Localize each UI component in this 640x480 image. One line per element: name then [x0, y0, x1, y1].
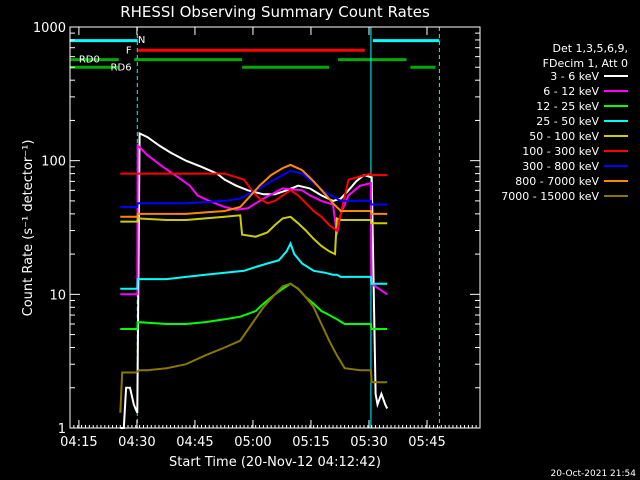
y-axis-label: Count Rate (s⁻¹ detector⁻¹) — [21, 140, 36, 317]
flag-label-rd6: RD6 — [111, 63, 132, 74]
legend-entry-label: 7000 - 15000 keV — [501, 190, 599, 203]
legend-entry-label: 100 - 300 keV — [522, 145, 599, 158]
series-line — [120, 169, 388, 208]
legend-entry-label: 12 - 25 keV — [536, 100, 599, 113]
data-series — [119, 131, 389, 429]
x-tick-label: 05:15 — [292, 435, 329, 450]
chart-title: RHESSI Observing Summary Count Rates — [120, 3, 430, 21]
flag-label-n: N — [138, 35, 145, 46]
x-tick-label: 04:15 — [60, 435, 97, 450]
legend-entry-label: 50 - 100 keV — [529, 130, 599, 143]
series-line — [120, 240, 388, 290]
legend-header: FDecim 1, Att 0 — [543, 57, 628, 70]
x-tick-label: 05:45 — [408, 435, 445, 450]
flag-label-rd0: RD0 — [79, 55, 100, 66]
series-line — [120, 131, 389, 429]
legend-entry-label: 6 - 12 keV — [543, 85, 599, 98]
legend: Det 1,3,5,6,9, FDecim 1, Att 03 - 6 keV 6 … — [501, 42, 628, 203]
x-axis-label: Start Time (20-Nov-12 04:12:42) — [169, 455, 381, 470]
series-line — [120, 214, 388, 256]
legend-entry-label: 3 - 6 keV — [550, 70, 599, 83]
x-tick-label: 05:30 — [350, 435, 387, 450]
series-line — [120, 142, 388, 296]
legend-entry-label: 300 - 800 keV — [522, 160, 599, 173]
series-line — [120, 163, 388, 218]
x-tick-label: 04:30 — [118, 435, 155, 450]
legend-header: Det 1,3,5,6,9, — [552, 42, 628, 55]
legend-entry-label: 25 - 50 keV — [536, 115, 599, 128]
y-tick-label: 100 — [41, 155, 66, 170]
legend-entry-label: 800 - 7000 keV — [515, 175, 599, 188]
y-tick-label: 1 — [58, 422, 66, 437]
flag-label-f: F — [126, 45, 132, 56]
x-tick-label: 05:00 — [234, 435, 271, 450]
series-line — [120, 282, 388, 330]
series-line — [119, 282, 388, 413]
x-tick-label: 04:45 — [176, 435, 213, 450]
y-tick-label: 1000 — [33, 21, 66, 36]
axes: 04:15 04:30 04:45 05:00 05:15 05:30 05:45 1 10 10… — [33, 21, 481, 450]
timestamp: 20-Oct-2021 21:54 — [551, 469, 637, 479]
instrument-flags: NF RD0 RD6 — [70, 35, 440, 74]
y-tick-label: 10 — [49, 288, 66, 303]
series-line — [120, 172, 388, 233]
